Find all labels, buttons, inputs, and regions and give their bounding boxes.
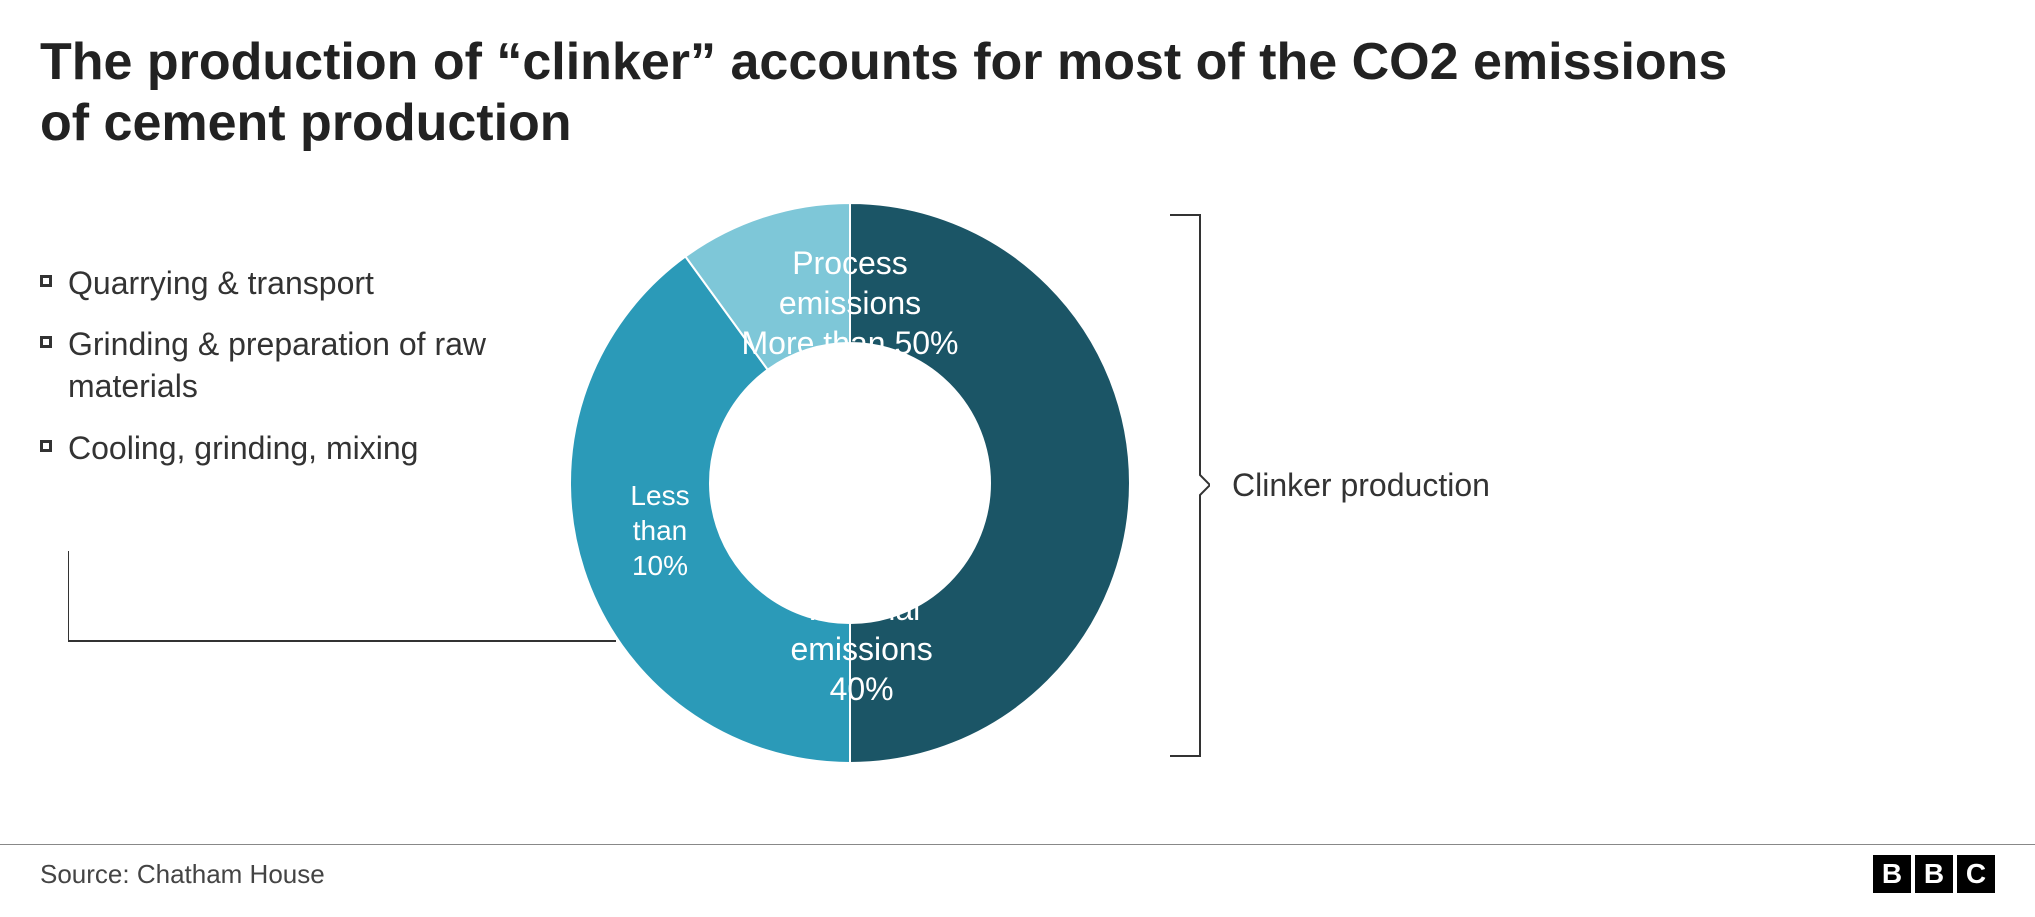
legend-marker-icon — [40, 275, 52, 287]
source-text: Source: Chatham House — [40, 859, 325, 890]
bracket-icon — [1170, 213, 1210, 758]
bracket-label: Clinker production — [1232, 467, 1490, 504]
legend-item: Quarrying & transport — [40, 263, 560, 305]
bbc-logo: B B C — [1873, 855, 1995, 893]
legend-item: Cooling, grinding, mixing — [40, 428, 560, 470]
legend-label: Quarrying & transport — [68, 263, 374, 305]
infographic-container: The production of “clinker” accounts for… — [0, 0, 2035, 917]
donut-svg — [560, 193, 1140, 773]
donut-chart: Process emissions More than 50% Thermal … — [560, 193, 1140, 773]
legend-item: Grinding & preparation of raw materials — [40, 324, 560, 407]
chart-content: Quarrying & transport Grinding & prepara… — [40, 193, 1995, 793]
logo-letter: B — [1915, 855, 1953, 893]
bracket-right: Clinker production — [1170, 213, 1490, 758]
legend-label: Cooling, grinding, mixing — [68, 428, 418, 470]
page-title: The production of “clinker” accounts for… — [40, 32, 1740, 155]
footer: Source: Chatham House B B C — [0, 844, 2035, 893]
legend-marker-icon — [40, 336, 52, 348]
logo-letter: C — [1957, 855, 1995, 893]
legend: Quarrying & transport Grinding & prepara… — [40, 193, 560, 793]
logo-letter: B — [1873, 855, 1911, 893]
legend-marker-icon — [40, 440, 52, 452]
donut-slice-process — [850, 203, 1130, 763]
legend-label: Grinding & preparation of raw materials — [68, 324, 560, 407]
